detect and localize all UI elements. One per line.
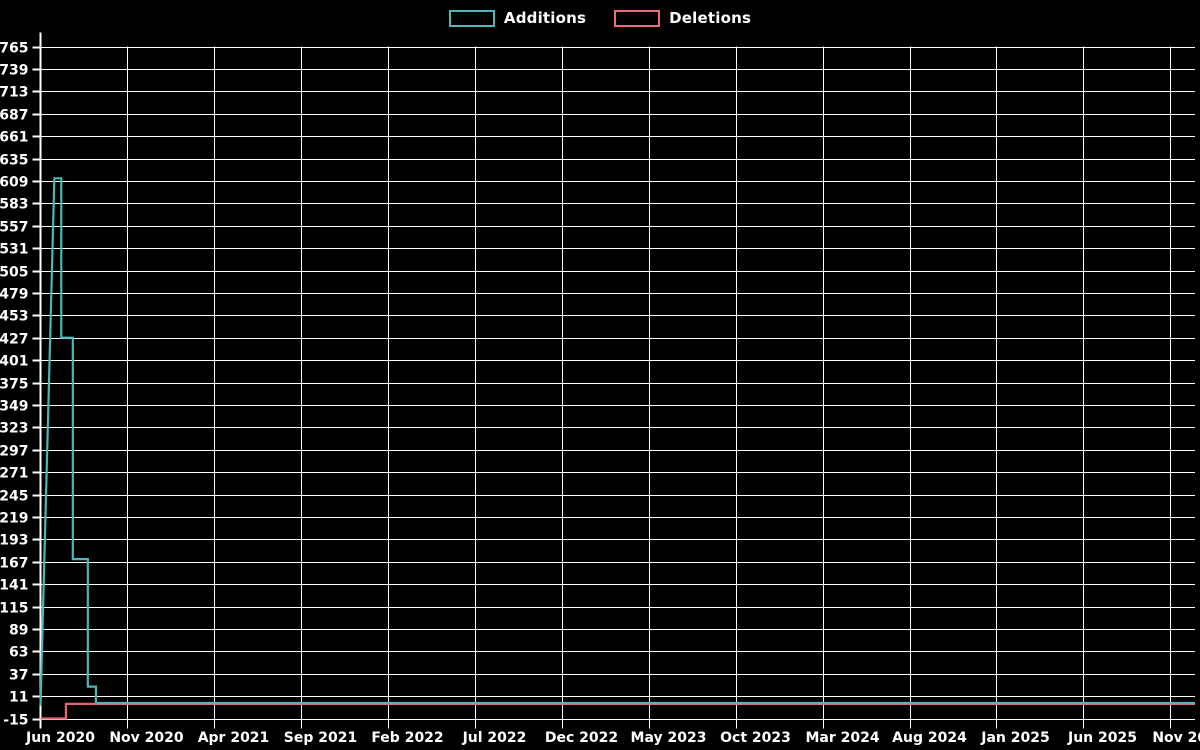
y-tick-label: 557 — [0, 220, 29, 236]
y-axis-tick-labels: 765 739 713 687 661 635 609 583 557 531 505 479 453 4… — [0, 41, 29, 729]
x-tick-label: Feb 2022 — [371, 730, 443, 746]
y-tick-label: 531 — [0, 242, 29, 258]
x-tick-label: Nov 2025 — [1152, 730, 1200, 746]
y-tick-label: 115 — [0, 601, 29, 617]
y-tick-label: 765 — [0, 41, 29, 57]
x-tick-label: Jan 2025 — [980, 730, 1049, 746]
y-tick-label: 141 — [0, 578, 29, 594]
legend-label-additions: Additions — [503, 9, 587, 27]
series-line-additions — [39, 177, 1195, 706]
y-tick-label: 739 — [0, 63, 29, 79]
y-tick-label: 349 — [0, 399, 29, 415]
x-tick-label: Oct 2023 — [720, 730, 791, 746]
x-tick-label: Mar 2024 — [805, 730, 879, 746]
y-tick-label: 427 — [0, 332, 29, 348]
x-tick-label: Dec 2022 — [545, 730, 618, 746]
x-tick-label: Sep 2021 — [284, 730, 357, 746]
x-tick-label: Jul 2022 — [462, 730, 527, 746]
series-line-deletions — [40, 702, 1195, 720]
y-tick-label: 271 — [0, 466, 29, 482]
y-tick-label: -15 — [3, 713, 28, 729]
y-tick-label: 505 — [0, 265, 29, 281]
legend-label-deletions: Deletions — [669, 9, 752, 27]
horizontal-gridlines — [40, 46, 1195, 721]
y-tick-label: 167 — [0, 556, 29, 572]
x-tick-label: Jun 2020 — [25, 730, 95, 746]
y-tick-label: 661 — [0, 130, 29, 146]
y-tick-label: 11 — [9, 690, 28, 706]
x-tick-label: May 2023 — [631, 730, 707, 746]
y-tick-label: 323 — [0, 421, 29, 437]
y-tick-label: 193 — [0, 533, 29, 549]
legend-entry-deletions[interactable]: Deletions — [614, 9, 751, 27]
chart-legend: Additions Deletions — [0, 0, 1200, 36]
y-tick-label: 297 — [0, 444, 29, 460]
y-tick-label: 219 — [0, 511, 29, 527]
y-tick-label: 245 — [0, 489, 29, 505]
legend-entry-additions[interactable]: Additions — [448, 9, 587, 27]
x-tick-label: Apr 2021 — [198, 730, 270, 746]
additions-swatch — [448, 9, 495, 27]
vertical-gridlines — [126, 46, 1172, 729]
y-tick-label: 89 — [9, 623, 28, 639]
y-tick-label: 401 — [0, 354, 29, 370]
y-tick-label: 583 — [0, 197, 29, 213]
x-tick-label: Nov 2020 — [109, 730, 184, 746]
y-tick-label: 713 — [0, 85, 29, 101]
y-tick-label: 479 — [0, 287, 29, 303]
deletions-swatch — [614, 9, 661, 27]
y-tick-label: 687 — [0, 108, 29, 124]
x-axis-tick-labels: Jun 2020 Nov 2020 Apr 2021 Sep 2021 Feb 2022… — [25, 730, 1200, 746]
y-tick-label: 37 — [9, 668, 28, 684]
y-tick-label: 635 — [0, 153, 29, 169]
axis-lines — [32, 32, 42, 729]
x-tick-label: Aug 2024 — [892, 730, 967, 746]
y-tick-label: 453 — [0, 309, 29, 325]
y-tick-label: 609 — [0, 175, 29, 191]
y-tick-label: 375 — [0, 377, 29, 393]
y-tick-label: 63 — [9, 645, 28, 661]
x-tick-label: Jun 2025 — [1067, 730, 1137, 746]
